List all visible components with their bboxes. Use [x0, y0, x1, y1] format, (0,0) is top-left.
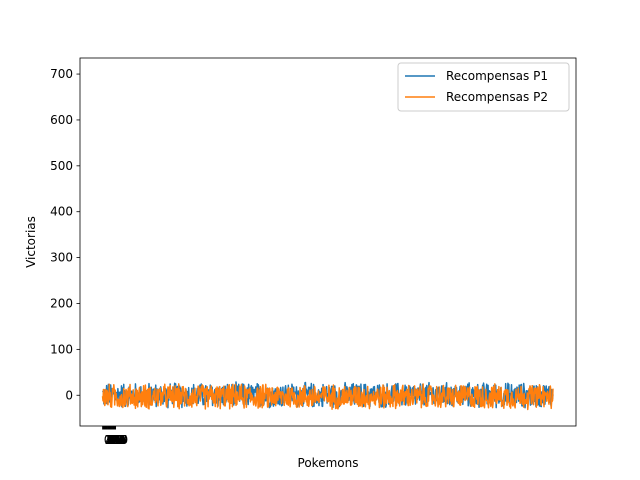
x-tick-label: 8	[107, 433, 115, 447]
x-tick-label: 17	[108, 433, 123, 447]
x-tick-label: 12	[105, 433, 120, 447]
x-tick-label: 20	[109, 433, 124, 447]
x-tick-label: 27	[112, 433, 127, 447]
x-tick-label: 22	[110, 433, 125, 447]
x-tick-label: 11	[105, 433, 120, 447]
x-tick-label: 23	[110, 433, 125, 447]
x-tick-label: 3	[105, 433, 113, 447]
y-tick-label: 700	[50, 67, 73, 81]
x-tick-label: 10	[104, 433, 119, 447]
x-tick-label: 28	[113, 433, 128, 447]
y-tick-label: 600	[50, 113, 73, 127]
plot-series	[101, 381, 554, 411]
x-tick-label: 26	[112, 433, 127, 447]
legend-label: Recompensas P1	[446, 69, 548, 83]
x-tick-label: 29	[113, 433, 128, 447]
y-tick-label: 400	[50, 205, 73, 219]
x-tick-label: 13	[106, 433, 121, 447]
x-tick-label: 14	[106, 433, 121, 447]
plot-area-frame	[79, 57, 577, 427]
y-axis: 0 100 200 300 400 500 600 700	[50, 67, 80, 402]
x-tick-label: 16	[107, 433, 122, 447]
y-axis-label: Victorias	[24, 216, 38, 268]
legend-box	[397, 62, 570, 112]
x-tick-label: 25	[111, 433, 126, 447]
x-tick-label: 19	[108, 433, 123, 447]
series-line-2	[101, 383, 554, 411]
x-tick-label: 15	[107, 433, 122, 447]
x-tick-label: 6	[106, 433, 114, 447]
y-tick-label: 500	[50, 159, 73, 173]
x-tick-label: 4	[106, 433, 114, 447]
y-tick-label: 300	[50, 251, 73, 265]
legend: Recompensas P1 Recompensas P2	[397, 62, 570, 112]
y-tick-label: 100	[50, 342, 73, 356]
x-tick-label: 9	[108, 433, 116, 447]
x-tick-label: 18	[108, 433, 123, 447]
x-tick-label: 21	[109, 433, 124, 447]
x-tick-label: 7	[107, 433, 115, 447]
y-tick-label: 0	[65, 388, 73, 402]
x-axis: 0123456789101112131415161718192021222324…	[102, 426, 128, 447]
y-tick-label: 200	[50, 296, 73, 310]
x-tick-label: 24	[111, 433, 126, 447]
x-tick-label: 5	[106, 433, 114, 447]
legend-label: Recompensas P2	[446, 90, 548, 104]
x-tick-label: 0	[104, 433, 112, 447]
x-tick-label: 1	[104, 433, 112, 447]
x-tick-label: 2	[105, 433, 113, 447]
x-axis-label: Pokemons	[298, 456, 359, 470]
